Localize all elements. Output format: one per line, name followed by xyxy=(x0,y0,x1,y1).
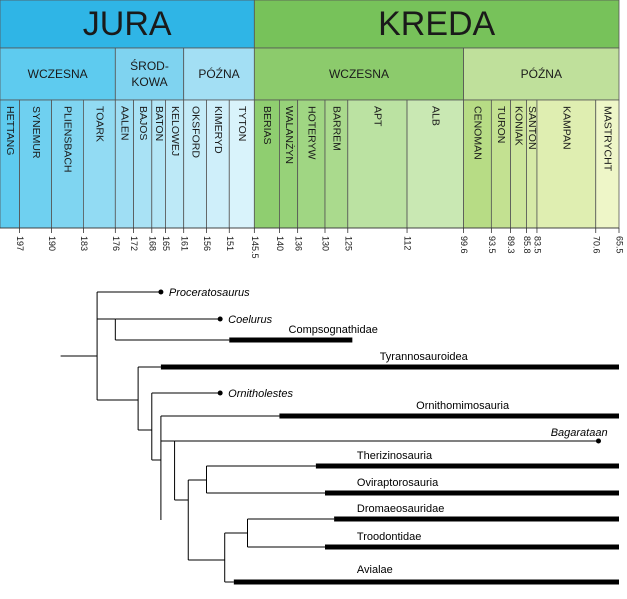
stage-label: TOARK xyxy=(94,106,106,142)
tick-label: 112 xyxy=(403,236,413,250)
taxon-ranges xyxy=(158,289,619,585)
tick-label: 89.3 xyxy=(506,236,516,254)
stage-band xyxy=(19,99,52,229)
stage-label: PLIENSBACH xyxy=(62,106,74,173)
tick-label: 140 xyxy=(275,236,285,251)
subperiod-band xyxy=(253,47,464,101)
taxon-label: Tyrannosauroidea xyxy=(380,351,469,363)
stage-label: SANTON xyxy=(526,106,538,150)
stage-label: BARREM xyxy=(331,106,343,151)
tick-label: 99.6 xyxy=(459,236,469,254)
tick-label: 83.5 xyxy=(533,236,543,254)
subperiod-label: ŚROD- xyxy=(130,58,169,73)
tick-label: 176 xyxy=(111,236,121,251)
taxon-label: Coelurus xyxy=(228,314,273,326)
tick-label: 93.5 xyxy=(487,236,497,254)
subperiod-label: PÓŹNA xyxy=(198,66,239,81)
stage-label: KAMPAN xyxy=(561,106,573,150)
stage-label: BAJOS xyxy=(137,106,149,140)
stage-label: WALANŻYN xyxy=(283,106,296,164)
subperiod-label: WCZESNA xyxy=(28,67,88,81)
tick-label: 165 xyxy=(161,236,171,251)
stage-label: ALB xyxy=(430,106,442,126)
stage-label: OKSFORD xyxy=(189,106,201,158)
tick-label: 70.6 xyxy=(591,236,601,254)
taxon-label: Therizinosauria xyxy=(357,450,433,462)
subperiod-band xyxy=(114,47,185,101)
tick-label: 65.5 xyxy=(615,236,625,254)
tick-label: 183 xyxy=(79,236,89,251)
taxon-label: Compsognathidae xyxy=(289,324,378,336)
tick-label: 161 xyxy=(179,236,189,251)
stage-band xyxy=(83,99,116,229)
era-label: KREDA xyxy=(378,5,495,43)
taxon-labels: Proceratosaurus Coelurus Compsognathidae Ty… xyxy=(169,287,608,576)
subperiod-label: WCZESNA xyxy=(329,67,389,81)
stage-band xyxy=(253,99,280,229)
age-ticks: 197 190 183 176 172 168 165 161 156 151 145.5 140 13… xyxy=(0,227,625,259)
cladogram-tree xyxy=(60,291,599,583)
taxon-label: Troodontidae xyxy=(357,531,421,543)
tick-label: 168 xyxy=(147,236,157,251)
stage-label: KELOWEJ xyxy=(169,106,181,156)
era-band xyxy=(0,0,255,49)
taxon-point xyxy=(217,316,223,322)
stage-label: MASTRYCHT xyxy=(602,106,614,172)
tick-label: 151 xyxy=(225,236,235,251)
taxon-point xyxy=(158,289,164,295)
stage-label: CENOMAN xyxy=(472,106,484,160)
taxon-label: Bagarataan xyxy=(551,427,608,439)
taxon-point xyxy=(595,438,601,444)
tick-label: 190 xyxy=(47,236,57,251)
taxon-label: Ornithomimosauria xyxy=(416,400,510,412)
stage-band xyxy=(406,99,464,229)
subperiod-label: KOWA xyxy=(131,75,167,89)
subperiod-label: PÓŹNA xyxy=(521,66,562,81)
stage-label: BATON xyxy=(153,106,165,141)
stage-band xyxy=(228,99,255,229)
stage-label: TURON xyxy=(495,106,507,143)
taxon-label: Ornitholestes xyxy=(228,388,293,400)
stage-label: HOTERYW xyxy=(306,106,318,160)
stage-label: KIMERYD xyxy=(212,106,224,154)
tick-label: 85.8 xyxy=(522,236,532,254)
era-label: JURA xyxy=(83,5,172,43)
taxon-label: Dromaeosauridae xyxy=(357,503,444,515)
tick-label: 172 xyxy=(129,236,139,251)
taxon-point xyxy=(217,390,223,396)
stage-band xyxy=(463,99,492,229)
stage-label: KONIAK xyxy=(513,106,525,146)
tick-label: 125 xyxy=(343,236,353,251)
taxon-label: Oviraptorosauria xyxy=(357,477,439,489)
taxon-label: Proceratosaurus xyxy=(169,287,250,299)
stage-label: APT xyxy=(372,106,384,127)
stage-band xyxy=(297,99,326,229)
tick-label: 145.5 xyxy=(250,236,260,259)
tick-label: 156 xyxy=(202,236,212,251)
stage-band xyxy=(347,99,408,229)
stage-label: BERIAS xyxy=(261,106,273,145)
stage-label: HETTANG xyxy=(4,106,16,155)
timescale-header: JURA KREDA WCZESNA ŚROD- KOWA PÓŹNA WCZESNA PÓŹ… xyxy=(0,0,620,229)
taxon-label: Avialae xyxy=(357,564,393,576)
stage-band xyxy=(51,99,84,229)
stage-label: AALEN xyxy=(119,106,131,140)
stage-label: SYNEMUR xyxy=(30,106,42,159)
tick-label: 136 xyxy=(293,236,303,251)
stage-band xyxy=(536,99,597,229)
tick-label: 197 xyxy=(15,236,25,251)
stage-label: TYTON xyxy=(236,106,248,141)
era-band xyxy=(253,0,620,49)
subperiod-band xyxy=(0,47,116,101)
subperiod-band xyxy=(183,47,255,101)
tick-label: 130 xyxy=(321,236,331,251)
